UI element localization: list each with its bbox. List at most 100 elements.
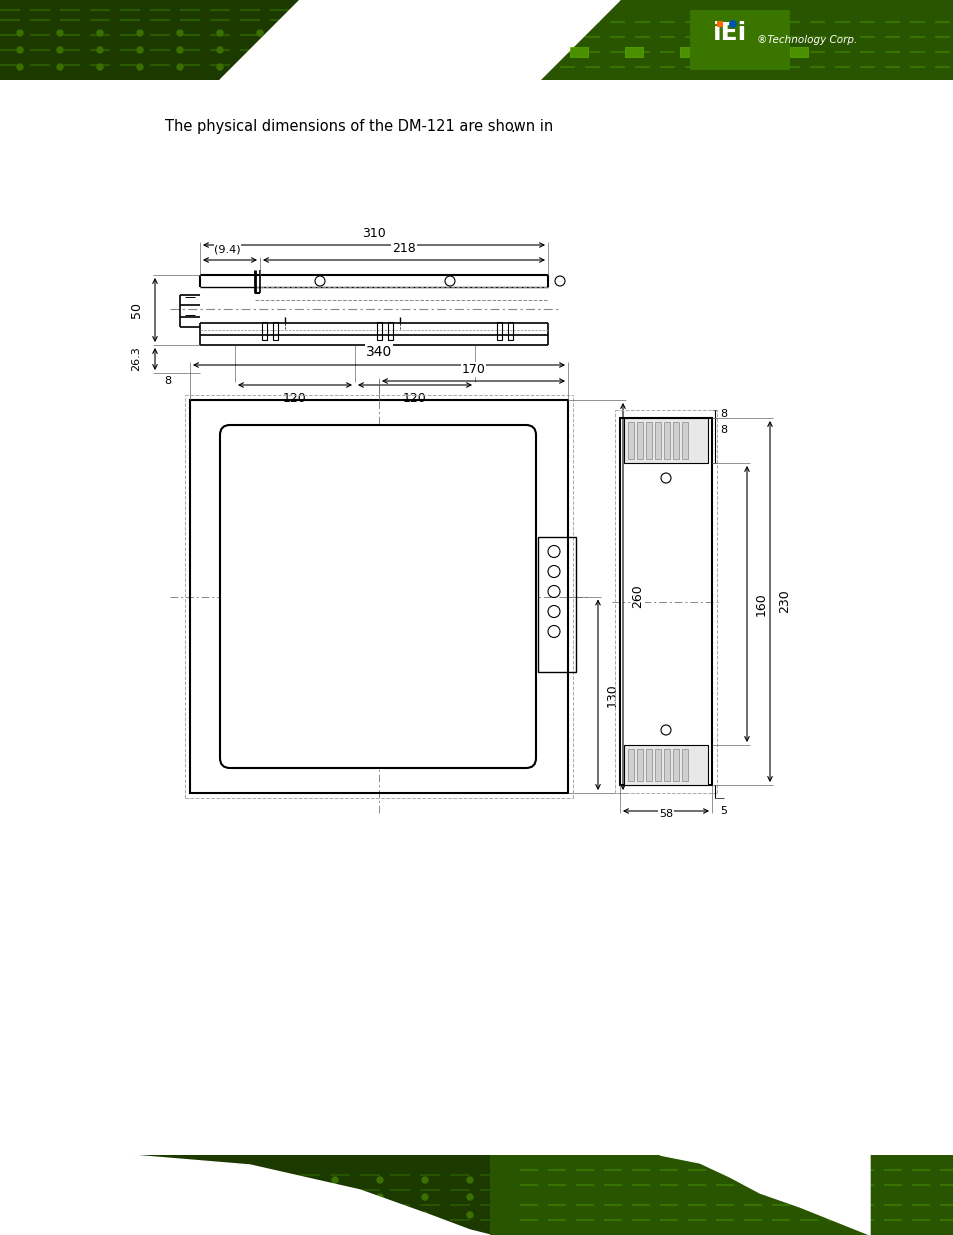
Bar: [627, 748, 634, 781]
Bar: [190, 400, 567, 793]
Bar: [624, 47, 642, 57]
Circle shape: [332, 1212, 337, 1218]
Circle shape: [177, 47, 183, 53]
Circle shape: [287, 1177, 293, 1183]
Circle shape: [660, 473, 670, 483]
Bar: [388, 322, 393, 340]
Text: 340: 340: [366, 345, 392, 359]
Bar: [262, 322, 267, 340]
Circle shape: [314, 275, 325, 287]
Circle shape: [177, 64, 183, 70]
Bar: [679, 47, 698, 57]
Text: 230: 230: [778, 589, 790, 614]
Circle shape: [332, 1194, 337, 1200]
Circle shape: [421, 1177, 428, 1183]
Circle shape: [242, 1194, 248, 1200]
Circle shape: [137, 64, 143, 70]
Circle shape: [296, 47, 303, 53]
Circle shape: [547, 585, 559, 598]
Circle shape: [376, 1212, 382, 1218]
Bar: [681, 422, 687, 459]
Circle shape: [137, 47, 143, 53]
Circle shape: [376, 1177, 382, 1183]
Bar: [789, 47, 807, 57]
Circle shape: [62, 1194, 68, 1200]
Bar: [637, 748, 642, 781]
Polygon shape: [220, 0, 619, 80]
Text: (9.4): (9.4): [214, 245, 240, 254]
Text: iEi: iEi: [712, 21, 746, 44]
Text: 310: 310: [362, 227, 385, 240]
Circle shape: [421, 1194, 428, 1200]
Bar: [569, 47, 587, 57]
Bar: [734, 47, 752, 57]
Circle shape: [137, 30, 143, 36]
Text: 170: 170: [461, 363, 485, 375]
Circle shape: [467, 1212, 473, 1218]
Circle shape: [97, 47, 103, 53]
Bar: [497, 322, 501, 340]
Circle shape: [287, 1194, 293, 1200]
Circle shape: [216, 47, 223, 53]
Circle shape: [547, 625, 559, 637]
Bar: [663, 422, 669, 459]
Circle shape: [17, 1194, 23, 1200]
Circle shape: [421, 1212, 428, 1218]
Bar: [623, 745, 707, 785]
Bar: [663, 748, 669, 781]
Circle shape: [62, 1177, 68, 1183]
Text: 58: 58: [659, 809, 673, 819]
Bar: [717, 21, 722, 27]
Circle shape: [57, 30, 63, 36]
Circle shape: [336, 30, 343, 36]
Bar: [507, 322, 513, 340]
Bar: [672, 422, 679, 459]
Circle shape: [728, 20, 737, 28]
Circle shape: [467, 1194, 473, 1200]
Circle shape: [336, 47, 343, 53]
Text: ®Technology Corp.: ®Technology Corp.: [757, 35, 857, 44]
Circle shape: [216, 64, 223, 70]
Circle shape: [376, 64, 382, 70]
Circle shape: [152, 1177, 158, 1183]
Circle shape: [376, 47, 382, 53]
Circle shape: [17, 64, 23, 70]
Circle shape: [660, 725, 670, 735]
Text: 160: 160: [754, 592, 767, 616]
Circle shape: [242, 1212, 248, 1218]
Circle shape: [107, 1212, 112, 1218]
Text: 8: 8: [720, 425, 726, 435]
Bar: [645, 748, 651, 781]
Text: .: .: [510, 120, 515, 135]
Circle shape: [547, 605, 559, 618]
Circle shape: [152, 1194, 158, 1200]
Bar: [0, 0, 953, 80]
Bar: [672, 748, 679, 781]
Text: 5: 5: [720, 806, 726, 816]
Circle shape: [336, 64, 343, 70]
Bar: [655, 422, 660, 459]
Circle shape: [444, 275, 455, 287]
Circle shape: [296, 30, 303, 36]
Circle shape: [57, 64, 63, 70]
Circle shape: [547, 546, 559, 557]
Bar: [0, 1155, 953, 1235]
Circle shape: [242, 1177, 248, 1183]
Bar: [637, 422, 642, 459]
Text: 130: 130: [605, 683, 618, 706]
Circle shape: [196, 1177, 203, 1183]
Circle shape: [57, 47, 63, 53]
Circle shape: [97, 64, 103, 70]
Circle shape: [196, 1194, 203, 1200]
Circle shape: [467, 1177, 473, 1183]
Circle shape: [17, 47, 23, 53]
Circle shape: [256, 30, 263, 36]
Circle shape: [97, 30, 103, 36]
FancyBboxPatch shape: [220, 425, 536, 768]
Circle shape: [17, 1212, 23, 1218]
Text: 260: 260: [630, 584, 643, 609]
Bar: [537, 536, 576, 672]
Text: 8: 8: [164, 375, 172, 387]
Bar: [539, 0, 953, 80]
Circle shape: [296, 64, 303, 70]
